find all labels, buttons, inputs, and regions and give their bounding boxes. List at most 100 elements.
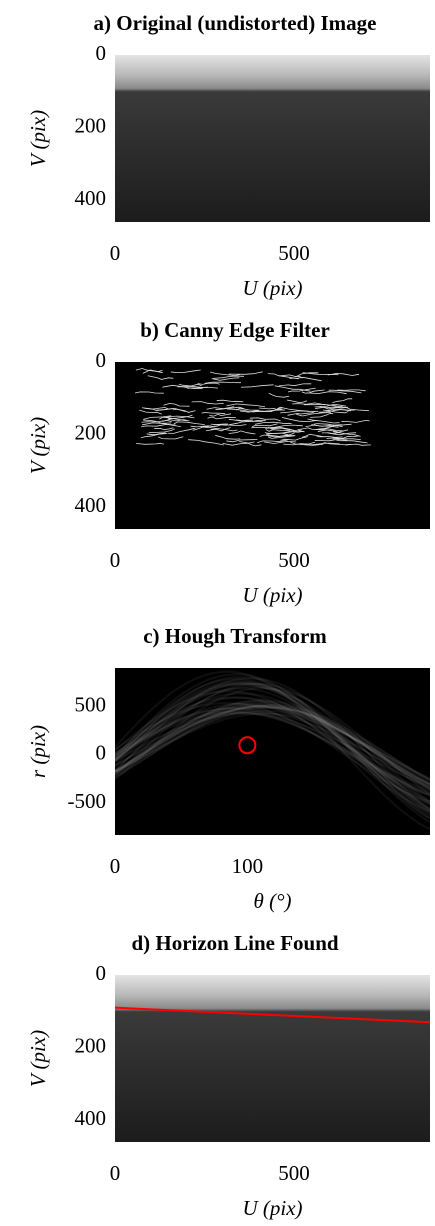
edge-stroke [328,389,362,394]
edge-stroke [267,373,299,380]
edge-stroke [135,368,163,374]
edge-stroke [165,415,195,419]
edge-stroke [157,436,184,440]
hough-curve [114,706,431,796]
edge-stroke [268,392,290,398]
edge-stroke [210,371,240,377]
y-tick-label: 400 [75,1106,107,1130]
edge-stroke [249,417,281,422]
x-tick-label: 100 [232,854,264,878]
y-tick-label: -500 [68,789,107,813]
edge-stroke [310,412,334,418]
hough-curve [114,706,431,785]
hough-curve [114,705,431,786]
edge-stroke [258,407,283,411]
y-tick-label: 0 [96,348,107,372]
hough-curve [114,670,431,831]
hough-curve [114,706,431,781]
edge-stroke [147,375,174,380]
edge-stroke [271,426,305,433]
edge-stroke [319,405,349,409]
edge-stroke [289,376,322,382]
edge-stroke [159,416,190,422]
edge-stroke [191,401,224,405]
hough-curve [114,699,431,790]
edge-stroke [190,425,216,428]
hough-curve [114,710,431,794]
y-tick-label: 400 [75,493,107,517]
edge-stroke [228,420,263,426]
sea-image [115,975,430,1142]
edge-stroke [144,407,169,410]
edge-stroke [341,419,370,423]
hough-curve [114,683,431,812]
edge-stroke [136,442,165,445]
hough-curve [114,692,431,805]
sea-image [115,55,430,222]
edge-stroke [276,406,310,412]
hough-curve [114,704,431,786]
x-tick-label: 500 [278,241,310,265]
x-tick-label: 0 [110,854,121,878]
edge-stroke [213,375,245,379]
y-axis-label: V (pix) [26,110,50,167]
edge-stroke [313,423,343,427]
edge-stroke [226,408,260,413]
hough-curve [114,705,431,785]
edge-stroke [201,412,226,415]
hough-curve [114,703,431,782]
edge-stroke [288,387,316,393]
edge-stroke [251,409,286,413]
hough-curve [114,682,431,803]
edge-stroke [178,383,202,387]
x-tick-label: 0 [110,548,121,572]
edge-stroke [207,416,236,420]
hough-curve [114,711,431,786]
hough-image [114,668,431,835]
hough-curve [114,712,431,788]
edge-stroke [296,412,332,417]
y-axis-label: V (pix) [26,417,50,474]
edge-stroke [205,427,231,432]
edge-image [115,362,430,529]
hough-curve [114,678,431,820]
y-tick-label: 200 [75,1033,107,1057]
edge-stroke [344,443,371,446]
hough-curve [114,673,431,823]
hough-curve [114,687,431,796]
hough-curve [114,682,431,811]
panel-title: b) Canny Edge Filter [140,318,330,342]
y-tick-label: 0 [96,961,107,985]
edge-stroke [280,436,308,441]
edge-stroke [257,439,288,444]
hough-curve [114,702,431,789]
edge-stroke [142,369,163,374]
edge-stroke [209,413,232,417]
hough-curve [114,712,431,780]
edge-stroke [332,398,353,404]
edge-stroke [267,435,295,439]
edge-stroke [239,441,262,447]
edge-stroke [321,431,342,435]
hough-curve [114,703,431,788]
edge-stroke [336,440,368,444]
edge-stroke [274,385,311,392]
edge-stroke [172,408,196,413]
edge-stroke [140,433,168,439]
edge-stroke [338,406,369,412]
hough-curve [114,687,431,810]
edge-stroke [226,439,258,443]
edge-stroke [316,428,349,432]
edge-stroke [279,374,303,379]
edge-stroke [278,383,312,387]
edge-stroke [304,442,340,446]
x-axis-label: U (pix) [242,1196,302,1220]
edge-stroke [264,440,297,444]
x-tick-label: 0 [110,1161,121,1185]
edge-stroke [302,372,339,376]
y-tick-label: 200 [75,420,107,444]
edge-stroke [163,402,190,407]
edge-stroke [143,415,172,420]
edge-stroke [197,382,220,385]
edge-stroke [141,423,176,428]
